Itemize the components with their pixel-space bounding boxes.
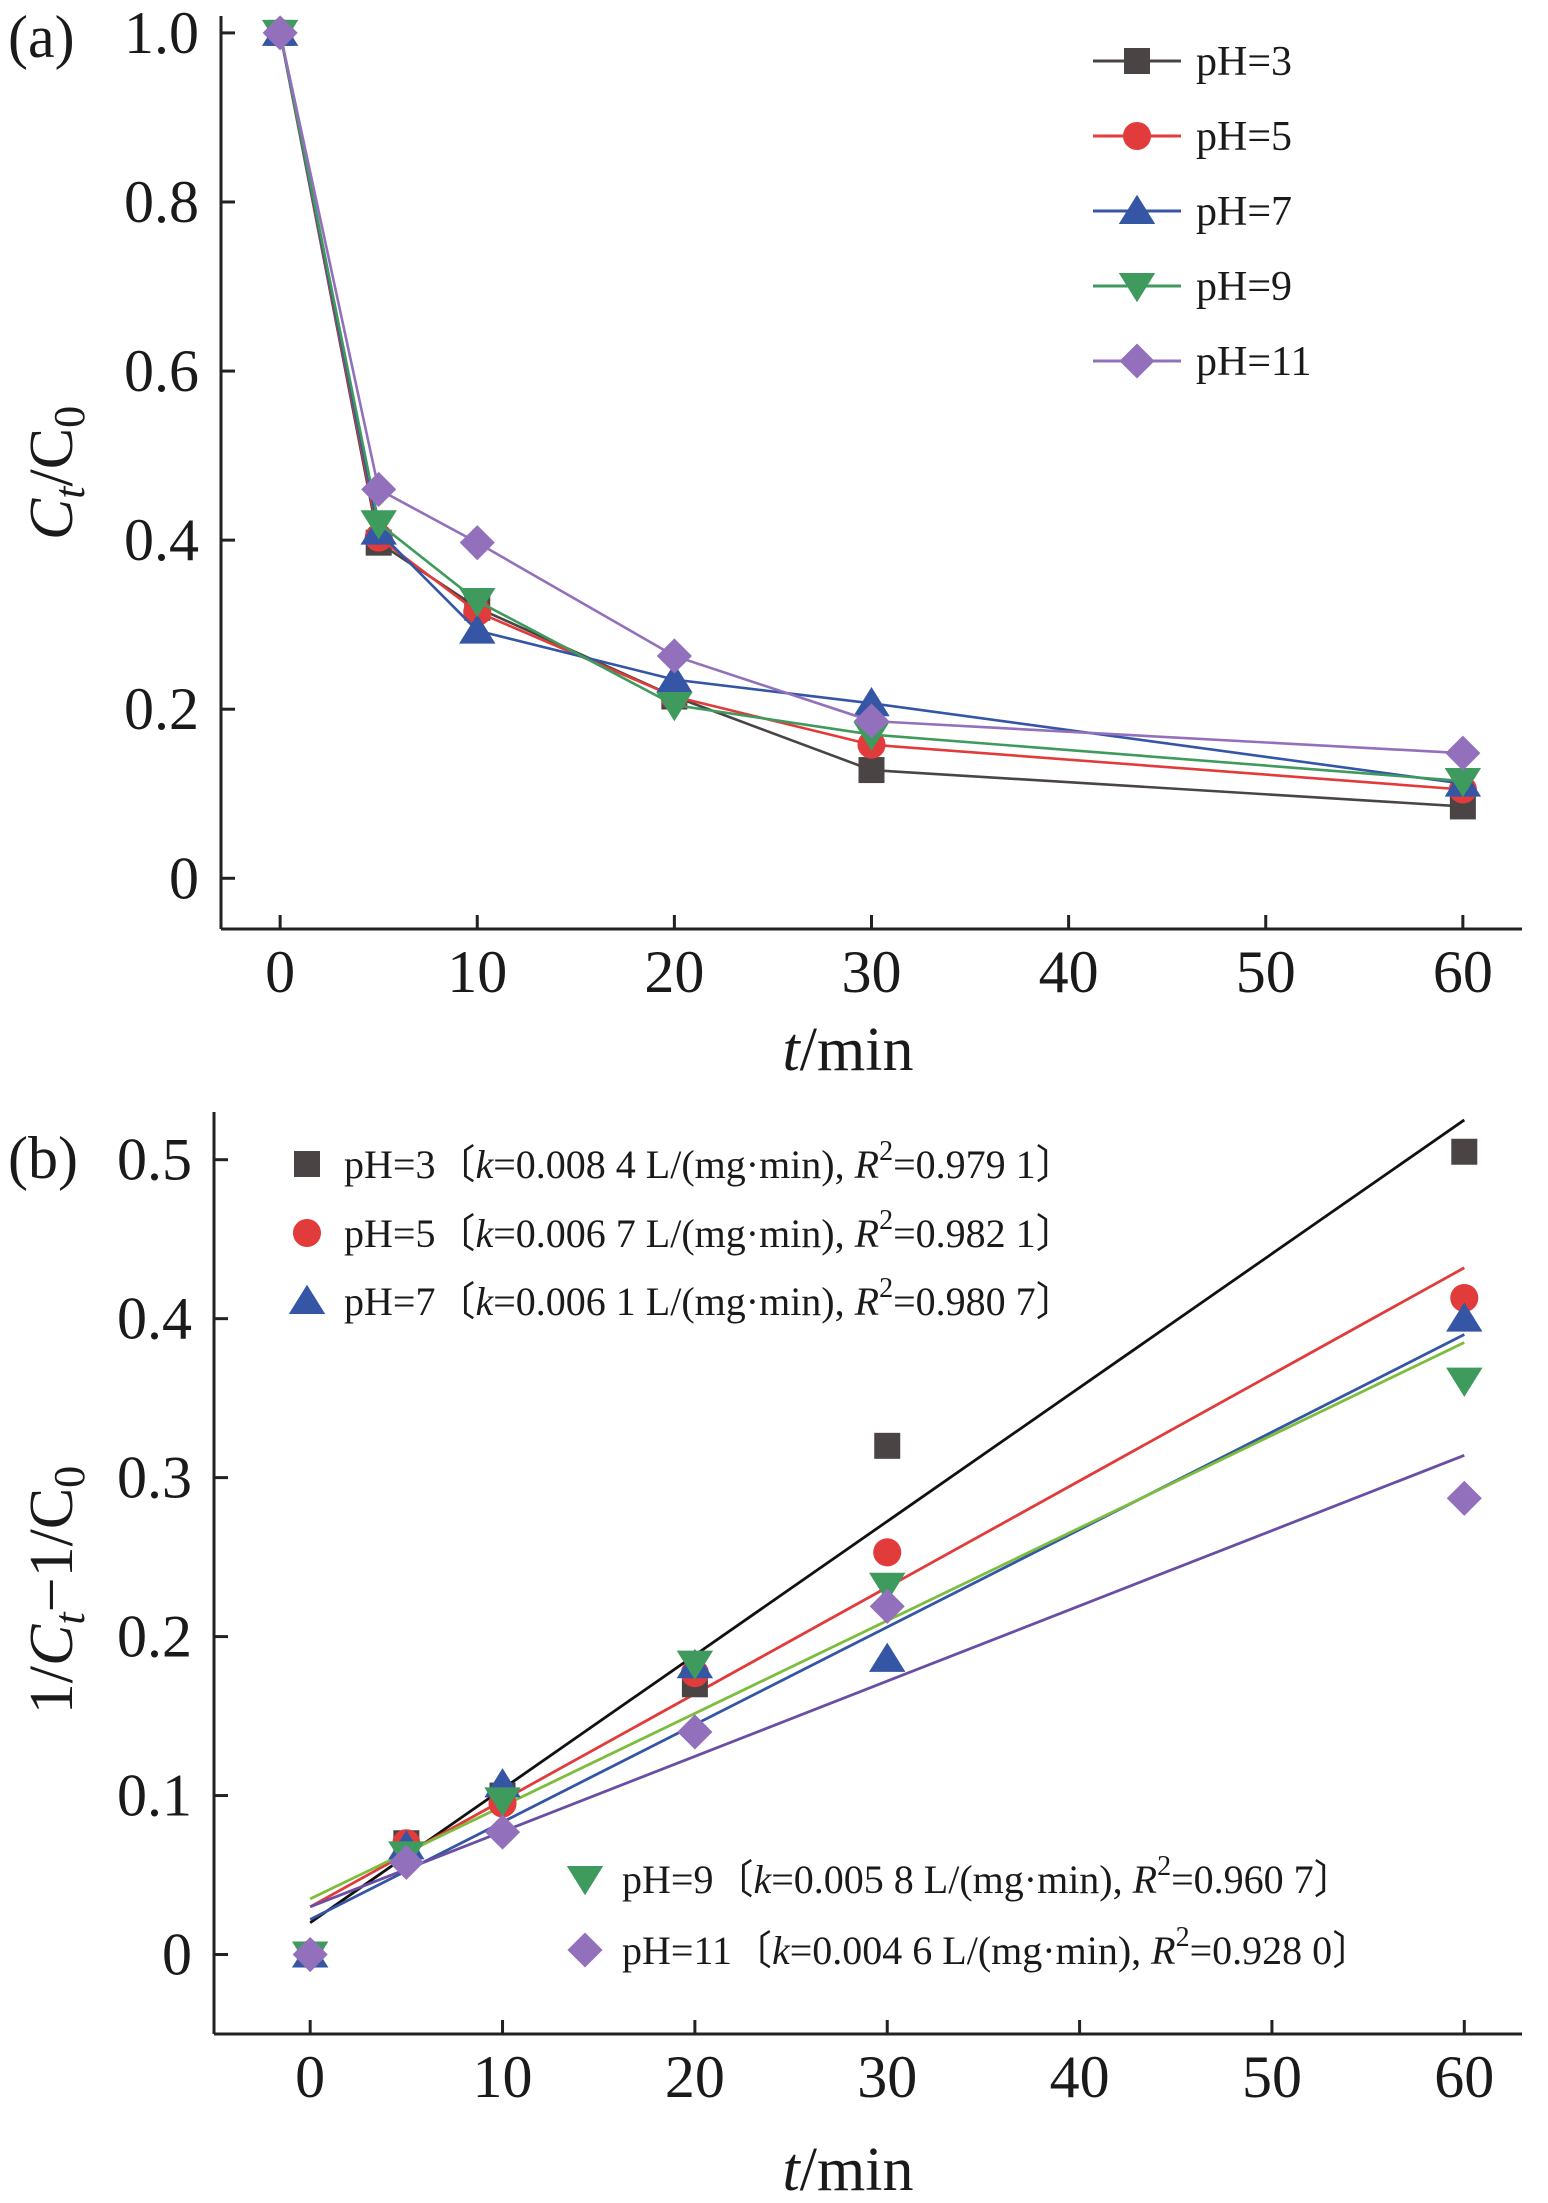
fit-line — [309, 1454, 1465, 1909]
data-point — [1446, 1302, 1483, 1332]
data-point — [1450, 1283, 1479, 1313]
y-tick-label: 0 — [169, 845, 199, 911]
y-tick-label: 0.2 — [117, 1604, 192, 1670]
legend-marker — [1118, 194, 1156, 224]
legend-entry: pH=11〔k=0.004 6 L/(mg·min), R2=0.928 0〕 — [622, 1922, 1372, 1973]
data-point — [1446, 1367, 1483, 1397]
data-point — [459, 614, 496, 644]
x-tick-label: 40 — [1039, 939, 1099, 1005]
legend-marker — [566, 1866, 604, 1896]
legend-entry: pH=11 — [1196, 339, 1311, 385]
data-point — [869, 1588, 905, 1624]
data-point — [1445, 735, 1481, 771]
legend-entry: pH=5〔k=0.006 7 L/(mg·min), R2=0.982 1〕 — [344, 1205, 1076, 1256]
data-point — [869, 1642, 906, 1672]
y-axis-label: Ct/C0 — [18, 406, 94, 540]
data-point — [388, 1844, 424, 1880]
legend-entry: pH=7〔k=0.006 1 L/(mg·min), R2=0.980 7〕 — [344, 1273, 1076, 1324]
data-point — [459, 525, 495, 561]
data-point — [677, 1714, 713, 1750]
legend-marker — [567, 1932, 603, 1968]
data-point — [262, 15, 298, 51]
x-tick-label: 60 — [1433, 939, 1493, 1005]
legend-marker — [288, 1284, 326, 1314]
y-tick-label: 0.8 — [124, 169, 199, 235]
chart-panel-a: 0 10 20 30 40 50 60 0 0.2 0.4 0.6 0.8 1.0 (a) t/min Ct/… — [8, 0, 1522, 1084]
series-line — [278, 32, 1463, 783]
x-tick-label: 20 — [665, 2044, 725, 2110]
legend-entry: pH=9 — [1196, 264, 1292, 310]
y-axis-label: 1/Ct−1/C0 — [18, 1466, 94, 1714]
legend-entry: pH=7 — [1196, 189, 1292, 235]
y-tick-label: 0.1 — [117, 1763, 192, 1829]
x-tick-label: 20 — [644, 939, 704, 1005]
legend-marker — [1118, 273, 1156, 303]
legend-marker — [1122, 121, 1152, 151]
data-point — [484, 1787, 521, 1817]
legend-entry: pH=9〔k=0.005 8 L/(mg·min), R2=0.960 7〕 — [622, 1851, 1354, 1902]
data-point — [853, 687, 890, 717]
data-point — [1451, 1138, 1478, 1165]
data-point — [676, 1650, 714, 1680]
x-tick-label: 30 — [842, 939, 902, 1005]
x-tick-label: 10 — [447, 939, 507, 1005]
y-tick-label: 0 — [162, 1922, 192, 1988]
legend-marker — [294, 1151, 320, 1177]
panel-label: (b) — [8, 1125, 78, 1191]
x-tick-label: 60 — [1434, 2044, 1494, 2110]
x-tick-label: 50 — [1242, 2044, 1302, 2110]
data-point — [656, 663, 693, 693]
y-tick-label: 0.6 — [124, 338, 199, 404]
y-tick-label: 1.0 — [124, 0, 199, 66]
data-point — [656, 638, 692, 674]
y-tick-label: 0.3 — [117, 1445, 192, 1511]
legend-marker — [1119, 343, 1155, 379]
data-point — [1444, 768, 1482, 798]
data-point — [874, 1432, 901, 1459]
data-point — [656, 691, 693, 722]
x-tick-label: 0 — [295, 2044, 325, 2110]
legend-marker — [292, 1218, 322, 1248]
y-tick-label: 0.2 — [124, 676, 199, 742]
x-tick-label: 10 — [473, 2044, 533, 2110]
legend-entry: pH=3〔k=0.008 4 L/(mg·min), R2=0.979 1〕 — [344, 1136, 1076, 1187]
data-point — [484, 1814, 521, 1850]
data-point — [873, 1538, 902, 1567]
y-tick-label: 0.4 — [124, 507, 199, 573]
x-tick-label: 0 — [265, 939, 295, 1005]
chart-panel-b: 0 10 20 30 40 50 60 0 0.1 0.2 0.3 0.4 0.5 (b) t/min 1/C… — [8, 1112, 1522, 2203]
data-point — [853, 703, 890, 739]
x-axis-label: t/min — [783, 2136, 914, 2203]
x-axis-label: t/min — [783, 1016, 914, 1084]
legend-entry: pH=3 — [1196, 39, 1292, 85]
data-point — [858, 757, 885, 784]
data-point — [1446, 1480, 1482, 1516]
series-line — [278, 32, 1463, 755]
x-tick-label: 30 — [857, 2044, 917, 2110]
data-point — [361, 471, 397, 507]
legend-entry: pH=5 — [1196, 114, 1292, 160]
x-tick-label: 50 — [1236, 939, 1296, 1005]
panel-label: (a) — [8, 4, 75, 70]
fit-line — [309, 1333, 1465, 1921]
x-tick-label: 40 — [1050, 2044, 1110, 2110]
data-point — [360, 510, 397, 540]
series-line — [278, 32, 1464, 785]
y-tick-label: 0.5 — [117, 1127, 192, 1193]
data-point — [869, 1572, 906, 1602]
y-tick-label: 0.4 — [117, 1286, 192, 1352]
legend-marker — [1124, 48, 1150, 74]
data-point — [459, 587, 496, 618]
data-point — [292, 1936, 328, 1973]
